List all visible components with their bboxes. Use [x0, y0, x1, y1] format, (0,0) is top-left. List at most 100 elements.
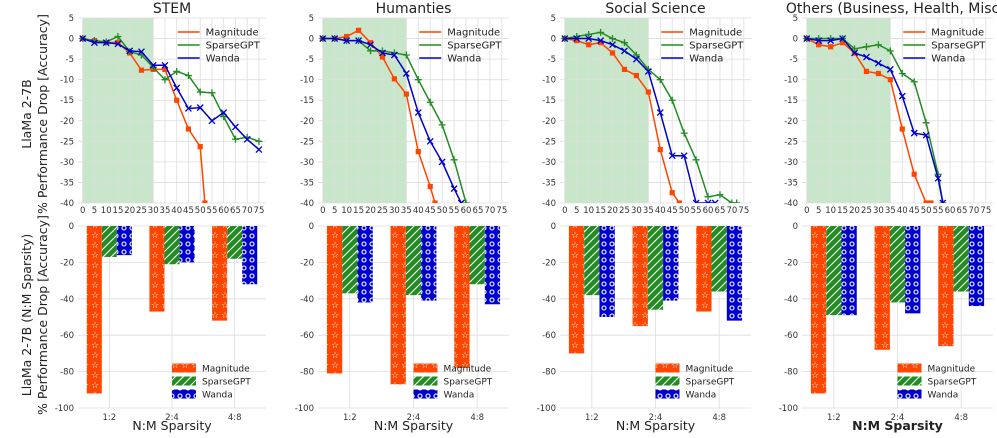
x-tick-label: 40 — [171, 206, 182, 216]
y-tick-label: -20 — [784, 117, 798, 127]
series-group — [79, 33, 263, 203]
data-point — [632, 51, 640, 59]
data-point — [620, 39, 628, 47]
x-tick-label: 25 — [861, 206, 872, 216]
bar — [390, 226, 406, 385]
y-tick-label: -40 — [300, 199, 314, 209]
bar — [726, 226, 743, 321]
y-tick-label: -30 — [542, 158, 556, 168]
bar — [454, 226, 470, 368]
data-point — [414, 109, 422, 117]
panel-title: Others (Business, Health, Misc.) — [786, 1, 997, 17]
x-tick-label: 30 — [631, 206, 642, 216]
y-tick-label: 0 — [793, 35, 798, 45]
data-point — [939, 199, 947, 203]
x-tick-label: 2:4 — [649, 413, 663, 423]
data-point — [162, 66, 168, 72]
x-tick-label: 65 — [715, 206, 726, 216]
x-tick-label: 0 — [562, 206, 567, 216]
x-tick-label: 45 — [667, 206, 678, 216]
data-point — [827, 37, 835, 45]
y-tick-label: -20 — [60, 258, 74, 268]
x-tick-label: 25 — [619, 206, 630, 216]
data-point — [668, 96, 676, 104]
x-axis-label: N:M Sparsity — [852, 418, 943, 433]
x-tick-label: 50 — [195, 206, 206, 216]
y-axis-label-bottom-line1: LlaMa 2-7B (N:M Sparsity) — [19, 234, 34, 397]
data-point — [137, 48, 145, 56]
data-point — [716, 191, 724, 199]
x-tick-label: 25 — [377, 206, 388, 216]
data-point — [728, 199, 736, 203]
legend-label: SparseGPT — [928, 378, 977, 388]
x-tick-label: 20 — [607, 206, 618, 216]
data-point — [928, 200, 934, 203]
series-line — [564, 31, 737, 203]
data-point — [344, 33, 350, 40]
x-tick-label: 60 — [218, 206, 229, 216]
legend-label: Wanda — [686, 391, 717, 401]
legend-label: Wanda — [931, 54, 965, 65]
bar — [889, 226, 906, 303]
shaded-region — [806, 18, 891, 203]
bar-panel: -100 -80 -60 -40 -20 0 1:2 2:4 4:8 N:M Sparsity Ma… — [55, 222, 266, 433]
y-tick-label: -60 — [542, 331, 556, 341]
x-tick-label: 4:8 — [470, 413, 484, 423]
bar — [568, 226, 585, 354]
data-point — [319, 35, 327, 43]
data-point — [839, 35, 847, 43]
bar — [342, 226, 358, 294]
x-tick-label: 1:2 — [827, 413, 841, 423]
y-tick-label: -100 — [55, 404, 74, 414]
data-point — [414, 76, 422, 84]
data-point — [196, 88, 204, 96]
x-tick-label: 50 — [679, 206, 690, 216]
x-tick-label: 55 — [449, 206, 460, 216]
y-tick-label: -10 — [60, 76, 74, 86]
data-point — [561, 35, 569, 43]
y-axis-label-top-line1: LlaMa 2-7B — [19, 79, 34, 149]
x-tick-label: 5 — [816, 206, 821, 216]
y-tick-label: -5 — [790, 55, 798, 65]
data-point — [173, 84, 181, 92]
data-point — [704, 199, 712, 203]
y-tick-label: -35 — [300, 178, 314, 188]
data-point — [676, 200, 682, 203]
x-tick-label: 1:2 — [343, 413, 357, 423]
data-point — [367, 41, 374, 49]
data-point — [887, 77, 893, 83]
data-point — [633, 72, 639, 79]
legend-label: Wanda — [202, 391, 233, 401]
data-point — [645, 89, 651, 95]
data-point — [609, 41, 616, 49]
y-tick-label: -15 — [542, 96, 556, 106]
data-point — [197, 144, 203, 150]
data-point — [886, 65, 894, 73]
y-tick-label: -35 — [60, 178, 74, 188]
data-point — [828, 44, 834, 50]
bar — [469, 226, 485, 285]
data-point — [415, 149, 421, 155]
bar — [101, 226, 117, 257]
legend-swatch — [897, 376, 922, 386]
y-axis-label-bottom-line2: % Performance Drop [Accuracy] — [35, 215, 50, 415]
data-point — [450, 185, 458, 193]
series-group — [561, 28, 741, 203]
data-point — [898, 92, 906, 100]
y-tick-label: -40 — [60, 199, 74, 209]
legend-label: SparseGPT — [931, 41, 986, 52]
y-tick-label: -35 — [784, 178, 798, 188]
legend-label: Magnitude — [928, 365, 976, 375]
x-tick-label: 45 — [183, 206, 194, 216]
legend-swatch — [897, 389, 922, 399]
x-tick-label: 70 — [726, 206, 737, 216]
data-point — [432, 200, 438, 203]
bar — [663, 226, 679, 301]
bar — [326, 226, 343, 374]
data-point — [898, 70, 906, 77]
y-tick-label: -25 — [542, 137, 556, 147]
y-tick-label: -25 — [300, 137, 314, 147]
x-tick-label: 70 — [242, 206, 253, 216]
data-point — [161, 76, 169, 84]
data-point — [126, 47, 134, 55]
